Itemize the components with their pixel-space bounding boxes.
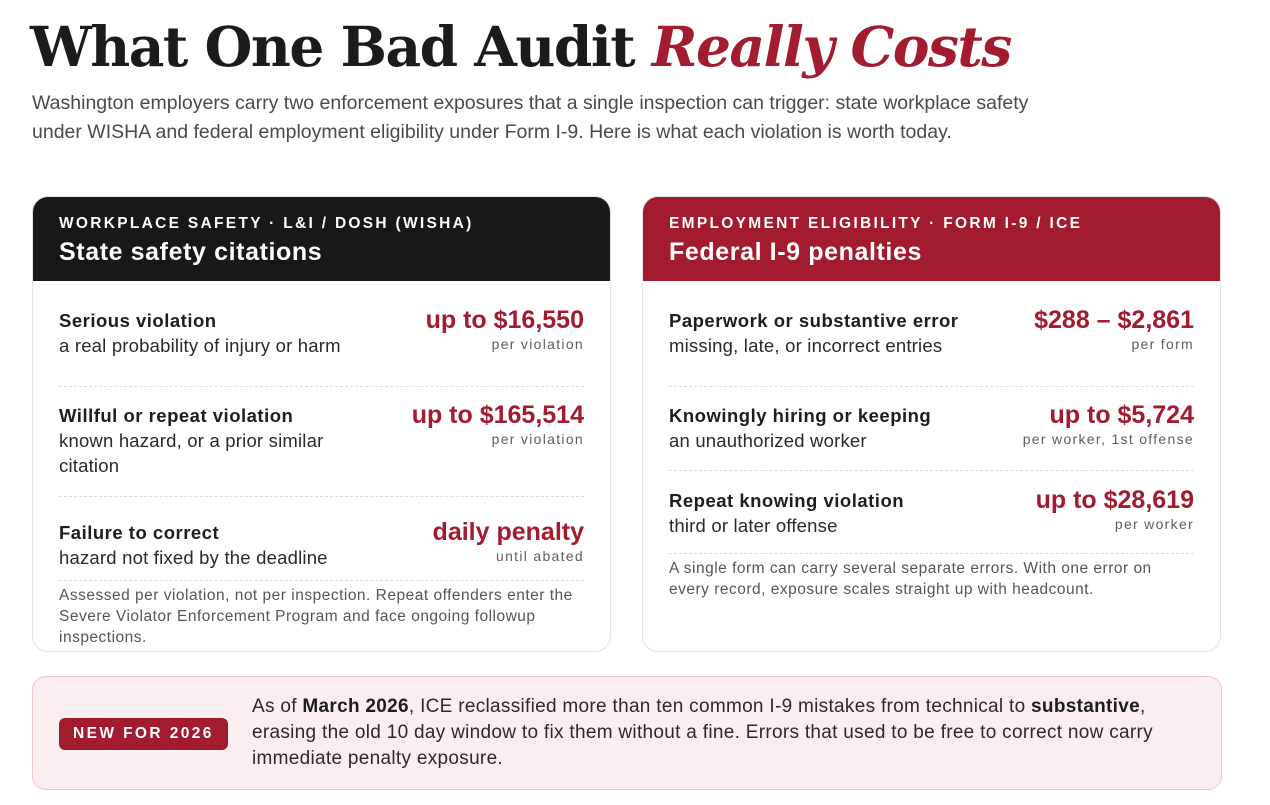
penalty-row: Serious violation a real probability of … <box>59 305 584 387</box>
i9-card: EMPLOYMENT ELIGIBILITY · FORM I-9 / ICE … <box>642 196 1221 652</box>
penalty-description: missing, late, or incorrect entries <box>669 335 943 356</box>
new-for-2026-badge: NEW FOR 2026 <box>59 718 228 750</box>
intro-paragraph: Washington employers carry two enforceme… <box>32 92 1029 143</box>
penalty-row: Paperwork or substantive error missing, … <box>669 305 1194 387</box>
penalty-unit: per worker, 1st offense <box>1022 431 1194 447</box>
wisha-card-kicker: WORKPLACE SAFETY · L&I / DOSH (WISHA) <box>59 215 474 232</box>
penalty-unit: per violation <box>491 431 584 447</box>
penalty-amount: up to $5,724 <box>1049 401 1195 429</box>
penalty-row: Willful or repeat violation known hazard… <box>59 387 584 497</box>
page-title: What One Bad Audit Really Costs <box>30 12 1013 82</box>
penalty-label: Repeat knowing violation <box>669 490 905 511</box>
headline-accent: Really Costs <box>651 14 1013 79</box>
wisha-card: WORKPLACE SAFETY · L&I / DOSH (WISHA) St… <box>32 196 611 652</box>
banner-text-part: As of <box>252 696 303 717</box>
wisha-card-header: WORKPLACE SAFETY · L&I / DOSH (WISHA) St… <box>33 197 610 281</box>
i9-card-header: EMPLOYMENT ELIGIBILITY · FORM I-9 / ICE … <box>643 197 1220 281</box>
penalty-unit: until abated <box>496 548 584 564</box>
penalty-description: an unauthorized worker <box>669 430 867 451</box>
wisha-footnote: Assessed per violation, not per inspecti… <box>59 587 573 646</box>
i9-footnote: A single form can carry several separate… <box>669 560 1152 598</box>
penalty-description: third or later offense <box>669 515 838 536</box>
penalty-amount: up to $16,550 <box>425 306 584 334</box>
penalty-label: Paperwork or substantive error <box>669 310 959 331</box>
penalty-row: Failure to correct hazard not fixed by t… <box>59 497 584 581</box>
penalty-description: a real probability of injury or harm <box>59 335 341 356</box>
penalty-amount: daily penalty <box>432 518 584 546</box>
banner-text-part: , erasing the old 10 day window to fix t… <box>252 696 1153 769</box>
penalty-amount: up to $165,514 <box>411 401 584 429</box>
penalty-label: Knowingly hiring or keeping <box>669 405 932 426</box>
penalty-label: Willful or repeat violation <box>59 405 294 426</box>
headline-main: What One Bad Audit <box>30 14 652 79</box>
penalty-label: Failure to correct <box>59 522 220 543</box>
penalty-amount: up to $28,619 <box>1035 486 1194 514</box>
banner-text-part: , ICE reclassified more than ten common … <box>408 696 1032 717</box>
penalty-description: hazard not fixed by the deadline <box>59 547 328 568</box>
wisha-card-title: State safety citations <box>59 238 323 266</box>
penalty-description: known hazard, or a prior similar citatio… <box>59 430 324 476</box>
penalty-unit: per worker <box>1114 516 1194 532</box>
banner-emphasis-date: March 2026 <box>302 696 409 717</box>
i9-penalty-list: Paperwork or substantive error missing, … <box>643 281 1220 600</box>
new-rule-banner: NEW FOR 2026 As of March 2026, ICE recla… <box>32 676 1222 790</box>
penalty-row: Repeat knowing violation third or later … <box>669 471 1194 554</box>
penalty-unit: per violation <box>491 336 584 352</box>
penalty-amount: $288 – $2,861 <box>1034 306 1194 334</box>
penalty-label: Serious violation <box>59 310 217 331</box>
i9-card-title: Federal I-9 penalties <box>669 238 922 266</box>
i9-card-kicker: EMPLOYMENT ELIGIBILITY · FORM I-9 / ICE <box>669 215 1083 232</box>
penalty-row: Knowingly hiring or keeping an unauthori… <box>669 387 1194 471</box>
wisha-penalty-list: Serious violation a real probability of … <box>33 281 610 648</box>
banner-text: As of March 2026, ICE reclassified more … <box>252 694 1202 772</box>
penalty-unit: per form <box>1131 336 1194 352</box>
banner-emphasis-term: substantive <box>1031 696 1140 717</box>
